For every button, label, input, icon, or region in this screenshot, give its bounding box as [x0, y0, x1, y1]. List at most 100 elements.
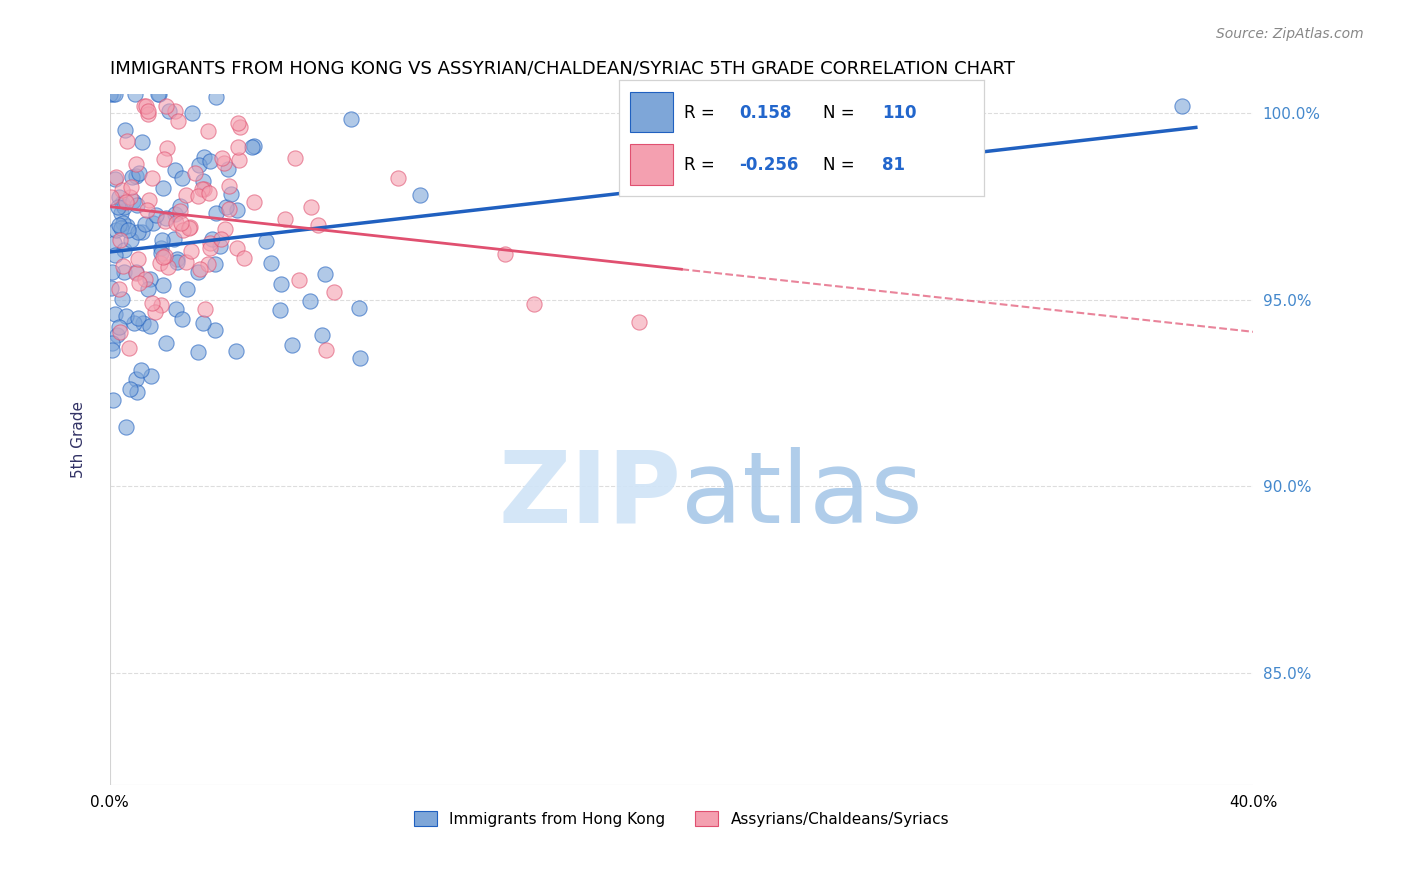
Assyrians/Chaldeans/Syriacs: [149, 256, 172, 270]
Immigrants from Hong Kong: [122, 194, 145, 209]
Immigrants from Hong Kong: [98, 87, 121, 102]
Immigrants from Hong Kong: [121, 170, 143, 185]
Y-axis label: 5th Grade: 5th Grade: [72, 401, 86, 478]
Immigrants from Hong Kong: [201, 232, 224, 246]
Immigrants from Hong Kong: [193, 316, 215, 330]
Assyrians/Chaldeans/Syriacs: [115, 134, 138, 148]
Assyrians/Chaldeans/Syriacs: [197, 257, 219, 271]
Assyrians/Chaldeans/Syriacs: [132, 98, 155, 112]
Immigrants from Hong Kong: [172, 170, 194, 185]
Immigrants from Hong Kong: [114, 309, 136, 323]
Assyrians/Chaldeans/Syriacs: [288, 272, 311, 286]
Assyrians/Chaldeans/Syriacs: [115, 195, 138, 210]
Immigrants from Hong Kong: [125, 169, 148, 183]
Immigrants from Hong Kong: [193, 150, 215, 164]
Assyrians/Chaldeans/Syriacs: [108, 233, 131, 247]
Assyrians/Chaldeans/Syriacs: [179, 220, 201, 235]
Immigrants from Hong Kong: [172, 311, 194, 326]
Assyrians/Chaldeans/Syriacs: [156, 260, 179, 275]
Assyrians/Chaldeans/Syriacs: [494, 247, 516, 261]
Immigrants from Hong Kong: [139, 272, 162, 286]
Assyrians/Chaldeans/Syriacs: [120, 180, 142, 194]
Assyrians/Chaldeans/Syriacs: [152, 250, 174, 264]
Assyrians/Chaldeans/Syriacs: [125, 266, 148, 280]
Bar: [630, 92, 673, 132]
Text: atlas: atlas: [682, 447, 924, 543]
Assyrians/Chaldeans/Syriacs: [214, 222, 236, 236]
Immigrants from Hong Kong: [242, 139, 264, 153]
Immigrants from Hong Kong: [111, 293, 134, 307]
Text: 110: 110: [882, 103, 917, 121]
Immigrants from Hong Kong: [149, 245, 172, 260]
Assyrians/Chaldeans/Syriacs: [165, 103, 187, 118]
Immigrants from Hong Kong: [219, 187, 242, 202]
Immigrants from Hong Kong: [169, 199, 191, 213]
Immigrants from Hong Kong: [120, 382, 142, 396]
Immigrants from Hong Kong: [204, 206, 226, 220]
Immigrants from Hong Kong: [114, 200, 136, 214]
Immigrants from Hong Kong: [254, 234, 277, 248]
Immigrants from Hong Kong: [115, 219, 138, 233]
Text: R =: R =: [685, 156, 720, 174]
Immigrants from Hong Kong: [349, 351, 371, 365]
Immigrants from Hong Kong: [127, 311, 149, 326]
Assyrians/Chaldeans/Syriacs: [191, 182, 214, 196]
Assyrians/Chaldeans/Syriacs: [153, 152, 176, 166]
Assyrians/Chaldeans/Syriacs: [111, 183, 134, 197]
Immigrants from Hong Kong: [117, 223, 139, 237]
Assyrians/Chaldeans/Syriacs: [118, 190, 141, 204]
Text: -0.256: -0.256: [740, 156, 799, 174]
Immigrants from Hong Kong: [226, 202, 249, 217]
Immigrants from Hong Kong: [150, 233, 173, 247]
Immigrants from Hong Kong: [142, 216, 165, 230]
Immigrants from Hong Kong: [204, 323, 226, 337]
Immigrants from Hong Kong: [128, 166, 150, 180]
Assyrians/Chaldeans/Syriacs: [228, 153, 250, 167]
Text: 0.158: 0.158: [740, 103, 792, 121]
Immigrants from Hong Kong: [299, 294, 322, 309]
Assyrians/Chaldeans/Syriacs: [111, 259, 134, 273]
Assyrians/Chaldeans/Syriacs: [100, 189, 122, 203]
Immigrants from Hong Kong: [104, 307, 127, 321]
Assyrians/Chaldeans/Syriacs: [141, 171, 163, 186]
Assyrians/Chaldeans/Syriacs: [274, 212, 297, 227]
Immigrants from Hong Kong: [225, 344, 247, 359]
Immigrants from Hong Kong: [103, 235, 125, 250]
Immigrants from Hong Kong: [155, 211, 177, 226]
Immigrants from Hong Kong: [107, 200, 129, 214]
Immigrants from Hong Kong: [163, 232, 186, 246]
Assyrians/Chaldeans/Syriacs: [107, 282, 129, 296]
Assyrians/Chaldeans/Syriacs: [149, 298, 172, 312]
Immigrants from Hong Kong: [181, 106, 204, 120]
Immigrants from Hong Kong: [105, 327, 128, 342]
Assyrians/Chaldeans/Syriacs: [200, 235, 222, 250]
Assyrians/Chaldeans/Syriacs: [156, 141, 179, 155]
Immigrants from Hong Kong: [311, 328, 333, 343]
Text: N =: N =: [824, 156, 860, 174]
Immigrants from Hong Kong: [127, 225, 149, 239]
Assyrians/Chaldeans/Syriacs: [523, 297, 546, 311]
Immigrants from Hong Kong: [165, 207, 187, 221]
Assyrians/Chaldeans/Syriacs: [174, 255, 197, 269]
Immigrants from Hong Kong: [104, 171, 127, 186]
Immigrants from Hong Kong: [150, 242, 173, 256]
Immigrants from Hong Kong: [260, 256, 283, 270]
Assyrians/Chaldeans/Syriacs: [211, 151, 233, 165]
Immigrants from Hong Kong: [136, 282, 159, 296]
Assyrians/Chaldeans/Syriacs: [243, 194, 266, 209]
Immigrants from Hong Kong: [217, 162, 239, 177]
Immigrants from Hong Kong: [166, 255, 188, 269]
Immigrants from Hong Kong: [240, 140, 263, 154]
Immigrants from Hong Kong: [125, 198, 148, 212]
Immigrants from Hong Kong: [132, 316, 155, 330]
Legend: Immigrants from Hong Kong, Assyrians/Chaldeans/Syriacs: Immigrants from Hong Kong, Assyrians/Cha…: [408, 805, 955, 833]
Immigrants from Hong Kong: [101, 392, 124, 407]
Immigrants from Hong Kong: [214, 200, 236, 214]
Assyrians/Chaldeans/Syriacs: [193, 181, 215, 195]
Bar: [630, 144, 673, 185]
Immigrants from Hong Kong: [205, 90, 228, 104]
Immigrants from Hong Kong: [148, 87, 170, 102]
Immigrants from Hong Kong: [103, 87, 125, 102]
Immigrants from Hong Kong: [131, 225, 153, 239]
Immigrants from Hong Kong: [155, 336, 177, 351]
